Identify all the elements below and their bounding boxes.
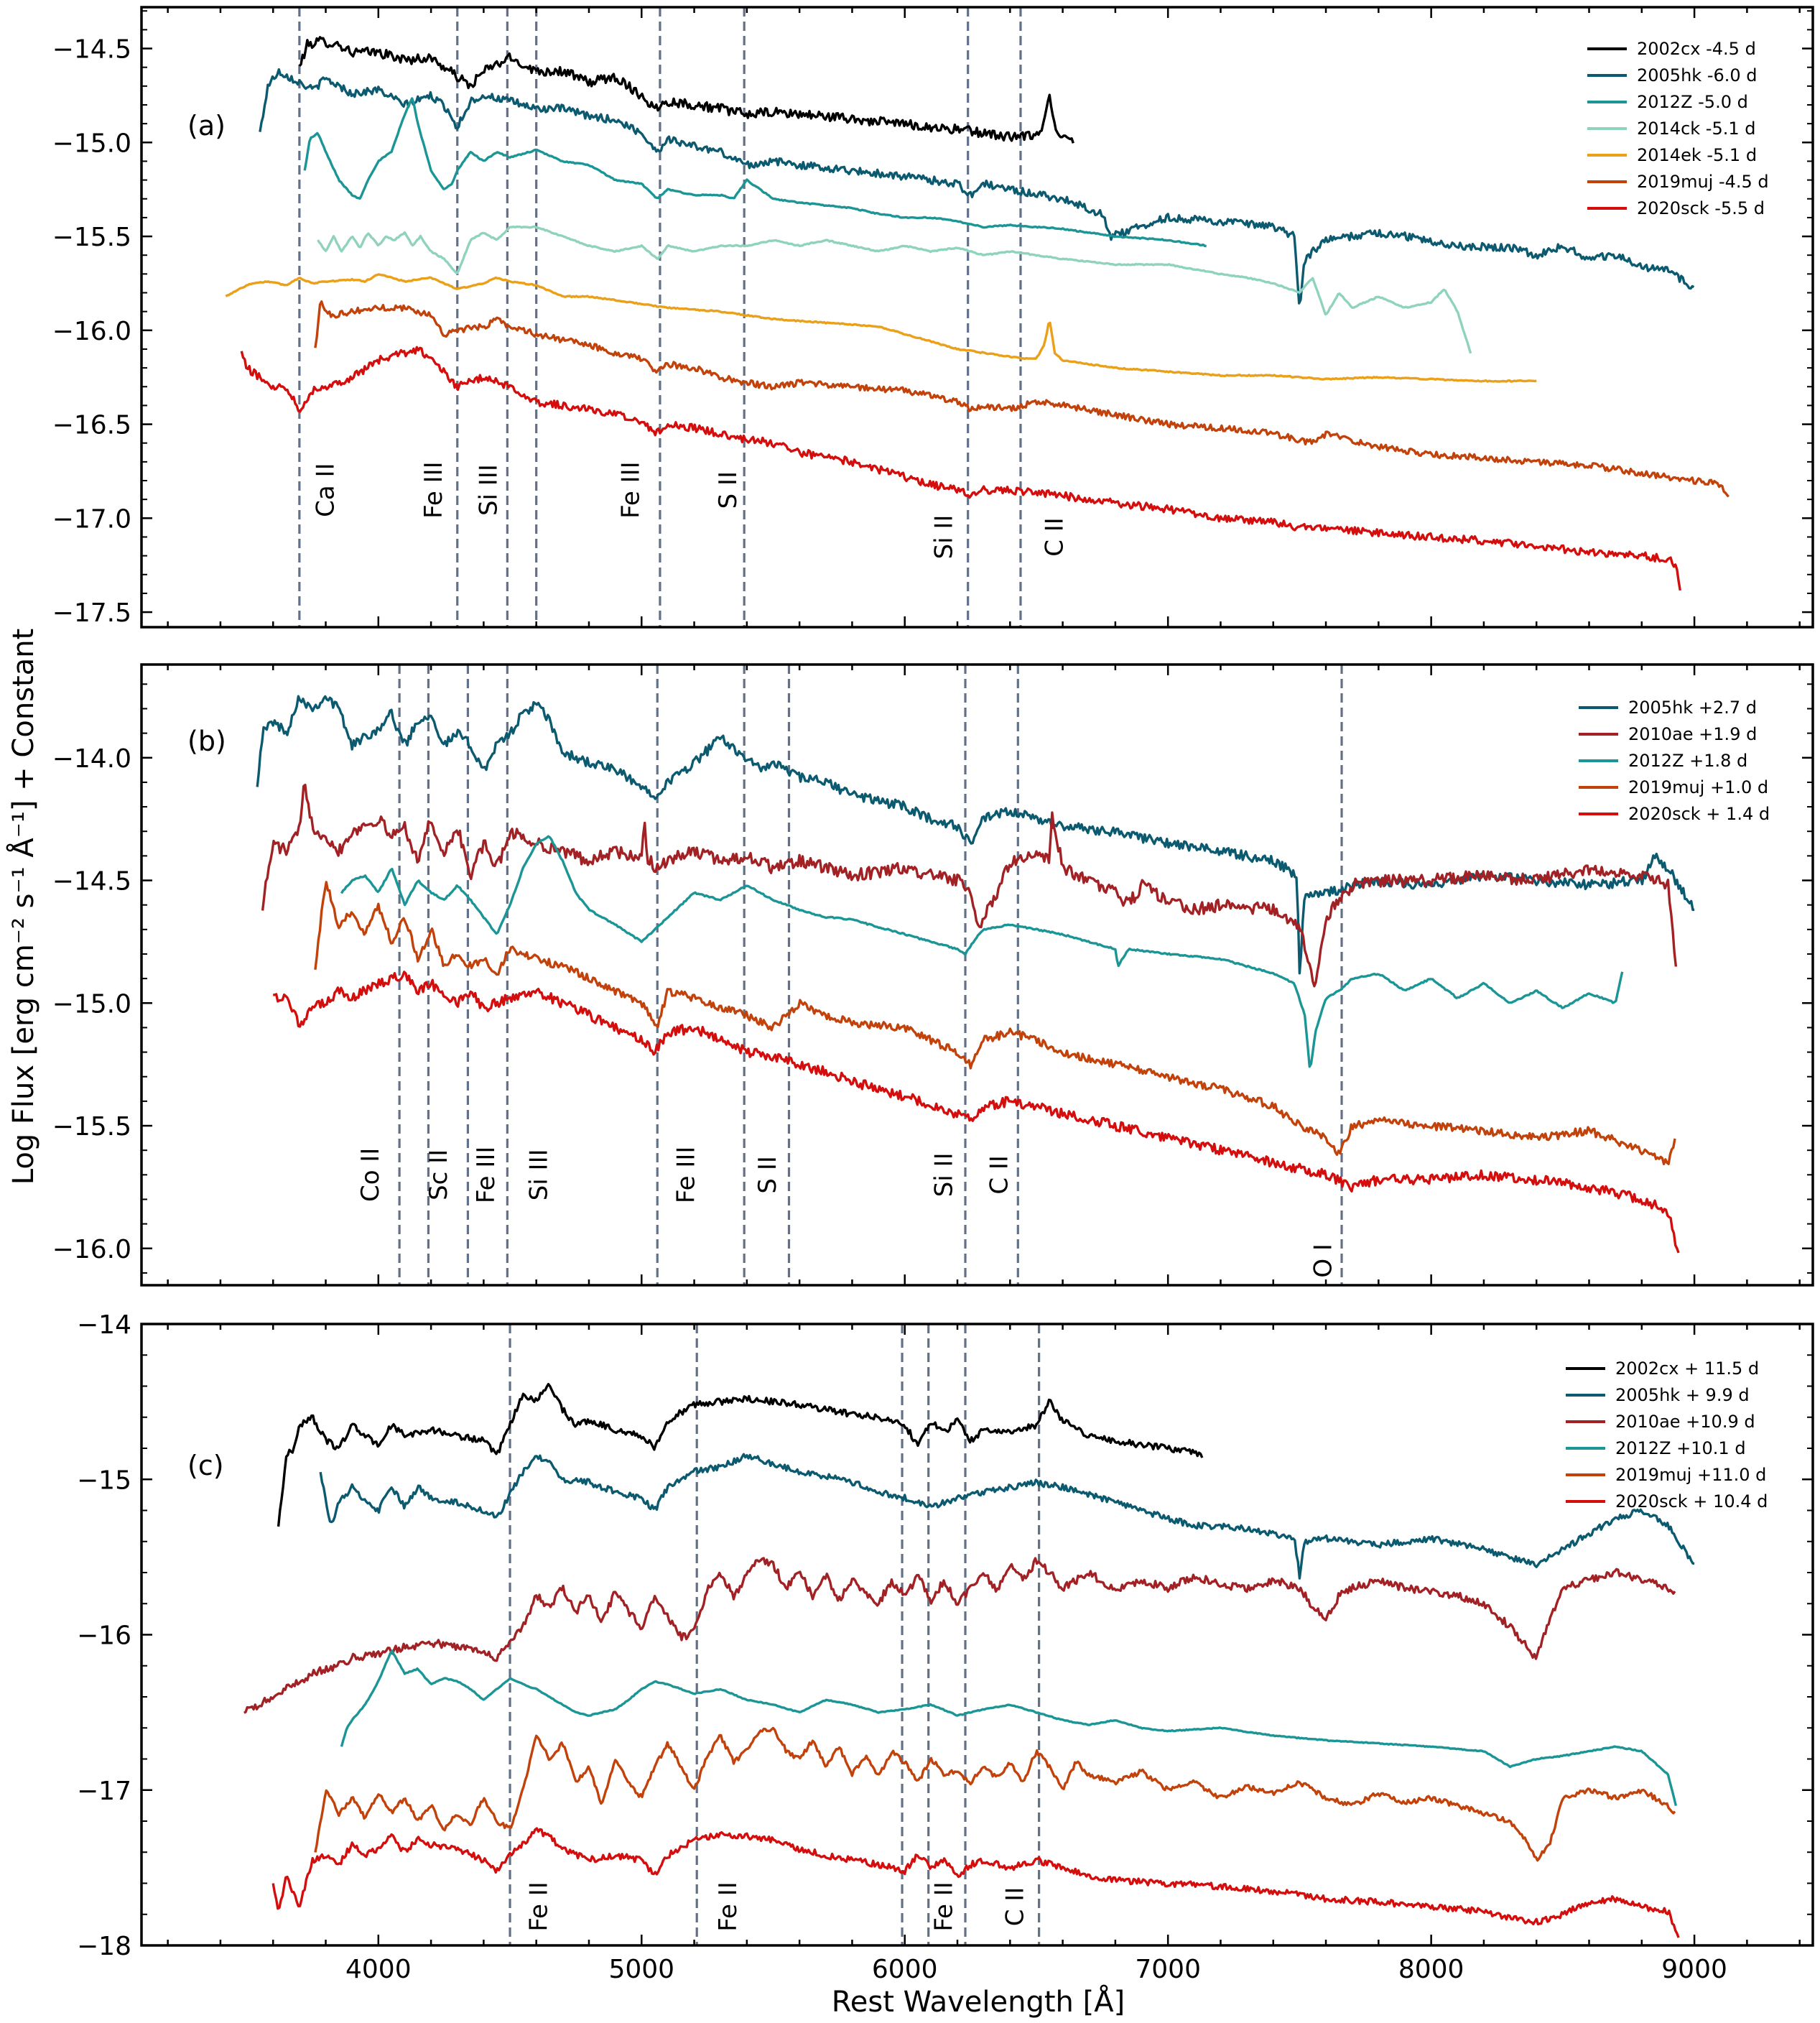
legend-entry: 2019muj +1.0 d [1628,777,1768,797]
legend-entry: 2014ek -5.1 d [1637,145,1757,165]
plot-frame [140,663,1814,1287]
series-line [259,68,1695,305]
panel-label: (a) [187,110,226,142]
ion-label: Fe II [930,1881,959,1931]
y-tick-label: −17.0 [52,504,131,534]
legend-entry: 2019muj -4.5 d [1637,172,1769,192]
ion-label: Fe II [524,1881,553,1931]
legend-entry: 2012Z -5.0 d [1637,92,1748,112]
y-tick-label: −14 [77,1310,131,1340]
y-tick-label: −17.5 [52,598,131,628]
legend: 2002cx + 11.5 d 2005hk + 9.9 d 2010ae +10.… [1566,1358,1768,1512]
plot-frame [140,6,1814,629]
x-tick-label: 7000 [1135,1955,1201,1984]
y-tick-label: −15.5 [52,223,131,252]
ion-label: Fe II [714,1881,743,1931]
panel-3: 4000 5000 6000 7000 8000 9000 −14 −15 −16 −17 −18 F… [77,1310,1814,1984]
y-tick-label: −16.0 [52,317,131,346]
series-line [273,971,1680,1254]
legend-entry: 2002cx + 11.5 d [1615,1358,1759,1379]
x-tick-label: 9000 [1661,1955,1727,1984]
x-tick-label: 8000 [1398,1955,1464,1984]
legend-entry: 2002cx -4.5 d [1637,39,1756,59]
ion-label: Si II [930,515,959,560]
series-line [340,1649,1678,1806]
ion-label: O I [1309,1244,1337,1278]
y-tick-label: −14.0 [52,744,131,774]
series-line [319,1453,1695,1580]
y-axis-label: Log Flux [erg cm⁻² s⁻¹ Å⁻¹] + Constant [6,629,40,1185]
x-tick-label: 5000 [608,1955,674,1984]
ion-label: S II [714,471,743,509]
series-line [314,300,1730,498]
y-tick-label: −15.0 [52,129,131,158]
series-line [340,835,1624,1068]
ion-label: Fe III [419,461,448,519]
ion-label: Si III [475,464,503,516]
legend-entry: 2020sck -5.5 d [1637,198,1765,218]
legend-entry: 2010ae +1.9 d [1628,724,1757,744]
y-tick-label: −15.5 [52,1112,131,1142]
y-tick-label: −14.5 [52,35,131,65]
series-line [271,1827,1680,1938]
ion-label: S II [753,1156,782,1193]
ion-label: Fe III [617,461,646,519]
x-axis-label: Rest Wavelength [Å] [832,1984,1125,2019]
legend-entry: 2020sck + 1.4 d [1628,804,1770,824]
series-line [277,1383,1204,1527]
y-tick-label: −16 [77,1621,131,1651]
series-line [314,881,1676,1165]
panels: −14.5 −15.0 −15.5 −16.0 −16.5 −17.0 −17.5 Ca II… [52,6,1814,1984]
panel-1: −14.5 −15.0 −15.5 −16.0 −16.5 −17.0 −17.5 Ca II… [52,6,1814,629]
series-line [261,783,1678,988]
panel-2: −14.0 −14.5 −15.0 −15.5 −16.0 Co II Sc II Fe II… [52,663,1814,1287]
legend-entry: 2005hk -6.0 d [1637,65,1758,85]
y-tick-label: −14.5 [52,867,131,897]
ion-label: Si II [930,1152,959,1197]
ion-label: Fe III [672,1147,701,1204]
ion-label: C II [1041,517,1069,557]
series-line [240,346,1681,591]
legend-entry: 2014ck -5.1 d [1637,119,1756,139]
series-line [303,97,1207,248]
ion-label: C II [985,1155,1014,1195]
series-line [317,225,1472,354]
y-tick-label: −18 [77,1932,131,1961]
legend-entry: 2012Z +1.8 d [1628,751,1747,771]
series-line [298,36,1074,144]
legend: 2002cx -4.5 d 2005hk -6.0 d 2012Z -5.0 d 20… [1587,39,1769,218]
y-tick-label: −15.0 [52,989,131,1019]
legend: 2005hk +2.7 d 2010ae +1.9 d 2012Z +1.8 d 20… [1579,698,1770,824]
ion-label: C II [1001,1887,1030,1927]
series-line [314,1726,1676,1862]
y-tick-label: −16.5 [52,411,131,440]
y-tick-label: −16.0 [52,1235,131,1264]
ion-label: Si III [524,1149,553,1200]
legend-entry: 2010ae +10.9 d [1615,1412,1755,1432]
legend-entry: 2019muj +11.0 d [1615,1465,1766,1485]
series-line [225,273,1537,383]
series-line [243,1557,1676,1714]
panel-label: (c) [187,1450,224,1481]
y-tick-label: −15 [77,1466,131,1495]
ion-label: Sc II [424,1149,453,1200]
x-tick-label: 6000 [872,1955,938,1984]
y-tick-label: −17 [77,1777,131,1806]
legend-entry: 2005hk +2.7 d [1628,698,1757,718]
ion-label: Ca II [312,463,340,517]
legend-entry: 2012Z +10.1 d [1615,1438,1746,1458]
x-tick-label: 4000 [345,1955,412,1984]
legend-entry: 2005hk + 9.9 d [1615,1385,1750,1405]
legend-entry: 2020sck + 10.4 d [1615,1491,1768,1512]
panel-label: (b) [187,726,226,757]
ion-label: Co II [356,1148,385,1202]
ion-label: Fe III [472,1147,501,1204]
